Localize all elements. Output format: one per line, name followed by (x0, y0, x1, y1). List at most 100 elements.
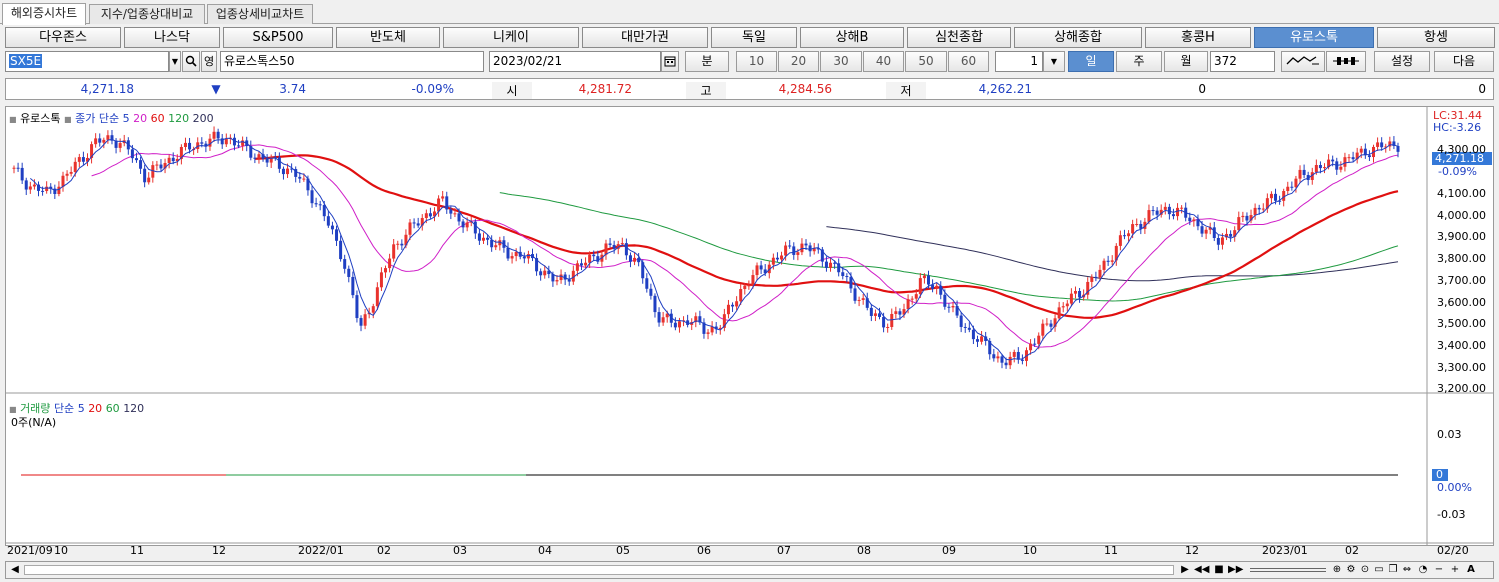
low-value: 4,262.21 (978, 82, 1032, 96)
candle-body (183, 142, 187, 147)
stop-icon[interactable]: ■ (1214, 564, 1224, 575)
tab-sector-detail-compare[interactable]: 업종상세비교차트 (207, 4, 313, 24)
candle-body (32, 184, 36, 187)
candle-body (841, 272, 845, 277)
minute-20-button[interactable]: 20 (778, 51, 819, 72)
candle-body (188, 142, 192, 150)
candle-body (388, 258, 392, 269)
scrollbar-track[interactable] (24, 565, 1174, 575)
candle-body (1122, 235, 1126, 237)
x-tick: 11 (130, 544, 144, 557)
index-button-shenzhen[interactable]: 심천종합 (907, 27, 1011, 48)
gear-icon[interactable]: ⚙ (1346, 564, 1356, 575)
candle-body (1363, 148, 1367, 156)
legend-ma5: 5 (122, 112, 130, 125)
index-button-shanghai-b[interactable]: 상해B (800, 27, 904, 48)
minute-60-button[interactable]: 60 (948, 51, 989, 72)
settings-button[interactable]: 설정 (1374, 51, 1430, 72)
candle-body (1396, 145, 1400, 152)
candle-body (494, 245, 498, 248)
info-icon[interactable]: ◔ (1418, 564, 1428, 575)
minute-50-button[interactable]: 50 (905, 51, 947, 72)
next-button[interactable]: 다음 (1434, 51, 1494, 72)
candle-body (963, 326, 967, 328)
candle-body (200, 142, 204, 144)
date-field[interactable]: 2023/02/21 (489, 51, 661, 72)
interval-dropdown-button[interactable]: ▼ (1043, 51, 1065, 72)
font-size-icon[interactable]: A (1467, 564, 1475, 575)
index-button-taiwan[interactable]: 대만가권 (582, 27, 708, 48)
candle-body (820, 249, 824, 262)
line-chart-icon[interactable] (1281, 51, 1325, 72)
volume-legend-name: 거래량 (20, 402, 51, 415)
minute-30-button[interactable]: 30 (820, 51, 862, 72)
candle-body (894, 311, 898, 314)
candle-body (1318, 165, 1322, 169)
candle-body (1278, 200, 1282, 202)
candle-body (706, 332, 710, 334)
period-month-button[interactable]: 월 (1164, 51, 1208, 72)
minute-button[interactable]: 분 (685, 51, 729, 72)
candle-body (808, 245, 812, 252)
candle-chart-icon[interactable] (1326, 51, 1366, 72)
candle-body (620, 243, 624, 245)
window-icon[interactable]: ▭ (1374, 564, 1384, 575)
search-icon[interactable] (182, 51, 200, 72)
index-button-nasdaq[interactable]: 나스닥 (124, 27, 220, 48)
period-week-button[interactable]: 주 (1116, 51, 1162, 72)
candle-body (959, 315, 963, 327)
play-back-icon[interactable]: ▶ (1181, 564, 1189, 575)
calendar-icon[interactable] (661, 51, 679, 72)
candle-body (1208, 227, 1212, 230)
minute-40-button[interactable]: 40 (863, 51, 904, 72)
chart-canvas[interactable] (6, 107, 1493, 545)
next-icon[interactable]: ▶▶ (1228, 564, 1244, 575)
link-icon[interactable]: ⊙ (1360, 564, 1370, 575)
candle-body (298, 176, 302, 179)
index-button-dow[interactable]: 다우존스 (5, 27, 121, 48)
minute-10-button[interactable]: 10 (736, 51, 777, 72)
candle-body (408, 222, 412, 235)
x-tick: 10 (1023, 544, 1037, 557)
price-legend: ■ 유로스톡 ■ 종가 단순 5 20 60 120 200 (9, 112, 214, 125)
zoom-out-icon[interactable]: − (1434, 564, 1444, 575)
index-button-hangseng[interactable]: 항셍 (1377, 27, 1495, 48)
copy-icon[interactable]: ❐ (1388, 564, 1398, 575)
candle-body (612, 244, 616, 249)
count-field[interactable]: 372 (1210, 51, 1275, 72)
index-button-shanghai-composite[interactable]: 상해종합 (1014, 27, 1142, 48)
candle-body (1045, 323, 1049, 325)
candle-body (947, 306, 951, 308)
candle-body (375, 287, 379, 307)
interval-field[interactable]: 1 (995, 51, 1043, 72)
scroll-left-icon[interactable]: ◀ (11, 564, 19, 575)
candle-body (1274, 193, 1278, 201)
symbol-dropdown-button[interactable]: ▼ (169, 51, 181, 72)
ma120-line (499, 192, 1399, 302)
candle-body (171, 157, 175, 162)
index-button-eurostoxx[interactable]: 유로스톡 (1254, 27, 1374, 48)
index-button-sp500[interactable]: S&P500 (223, 27, 333, 48)
zoom-in-icon[interactable]: + (1450, 564, 1460, 575)
tab-index-relative-compare[interactable]: 지수/업종상대비교 (89, 4, 205, 24)
candle-body (922, 275, 926, 279)
chart-area[interactable]: ■ 유로스톡 ■ 종가 단순 5 20 60 120 200 ■ 거래량 단순 … (5, 106, 1494, 546)
index-button-nikkei[interactable]: 니케이 (443, 27, 579, 48)
arrows-icon[interactable]: ⇔ (1402, 564, 1412, 575)
period-day-button[interactable]: 일 (1068, 51, 1114, 72)
candle-body (371, 306, 375, 313)
symbol-code-field[interactable]: SX5E (5, 51, 169, 72)
candle-body (77, 157, 81, 162)
index-button-semiconductor[interactable]: 반도체 (336, 27, 440, 48)
zoom-icon[interactable]: ⊕ (1332, 564, 1342, 575)
index-button-hongkong-h[interactable]: 홍콩H (1145, 27, 1251, 48)
candle-body (535, 258, 539, 272)
candle-body (1008, 356, 1012, 366)
speed-slider[interactable] (1250, 568, 1326, 572)
candle-body (28, 186, 32, 190)
index-button-germany[interactable]: 독일 (711, 27, 797, 48)
prev-icon[interactable]: ◀◀ (1194, 564, 1210, 575)
candle-body (175, 158, 179, 162)
tab-overseas-chart[interactable]: 해외증시차트 (2, 3, 86, 25)
symbol-flag-button[interactable]: 영 (201, 51, 217, 72)
